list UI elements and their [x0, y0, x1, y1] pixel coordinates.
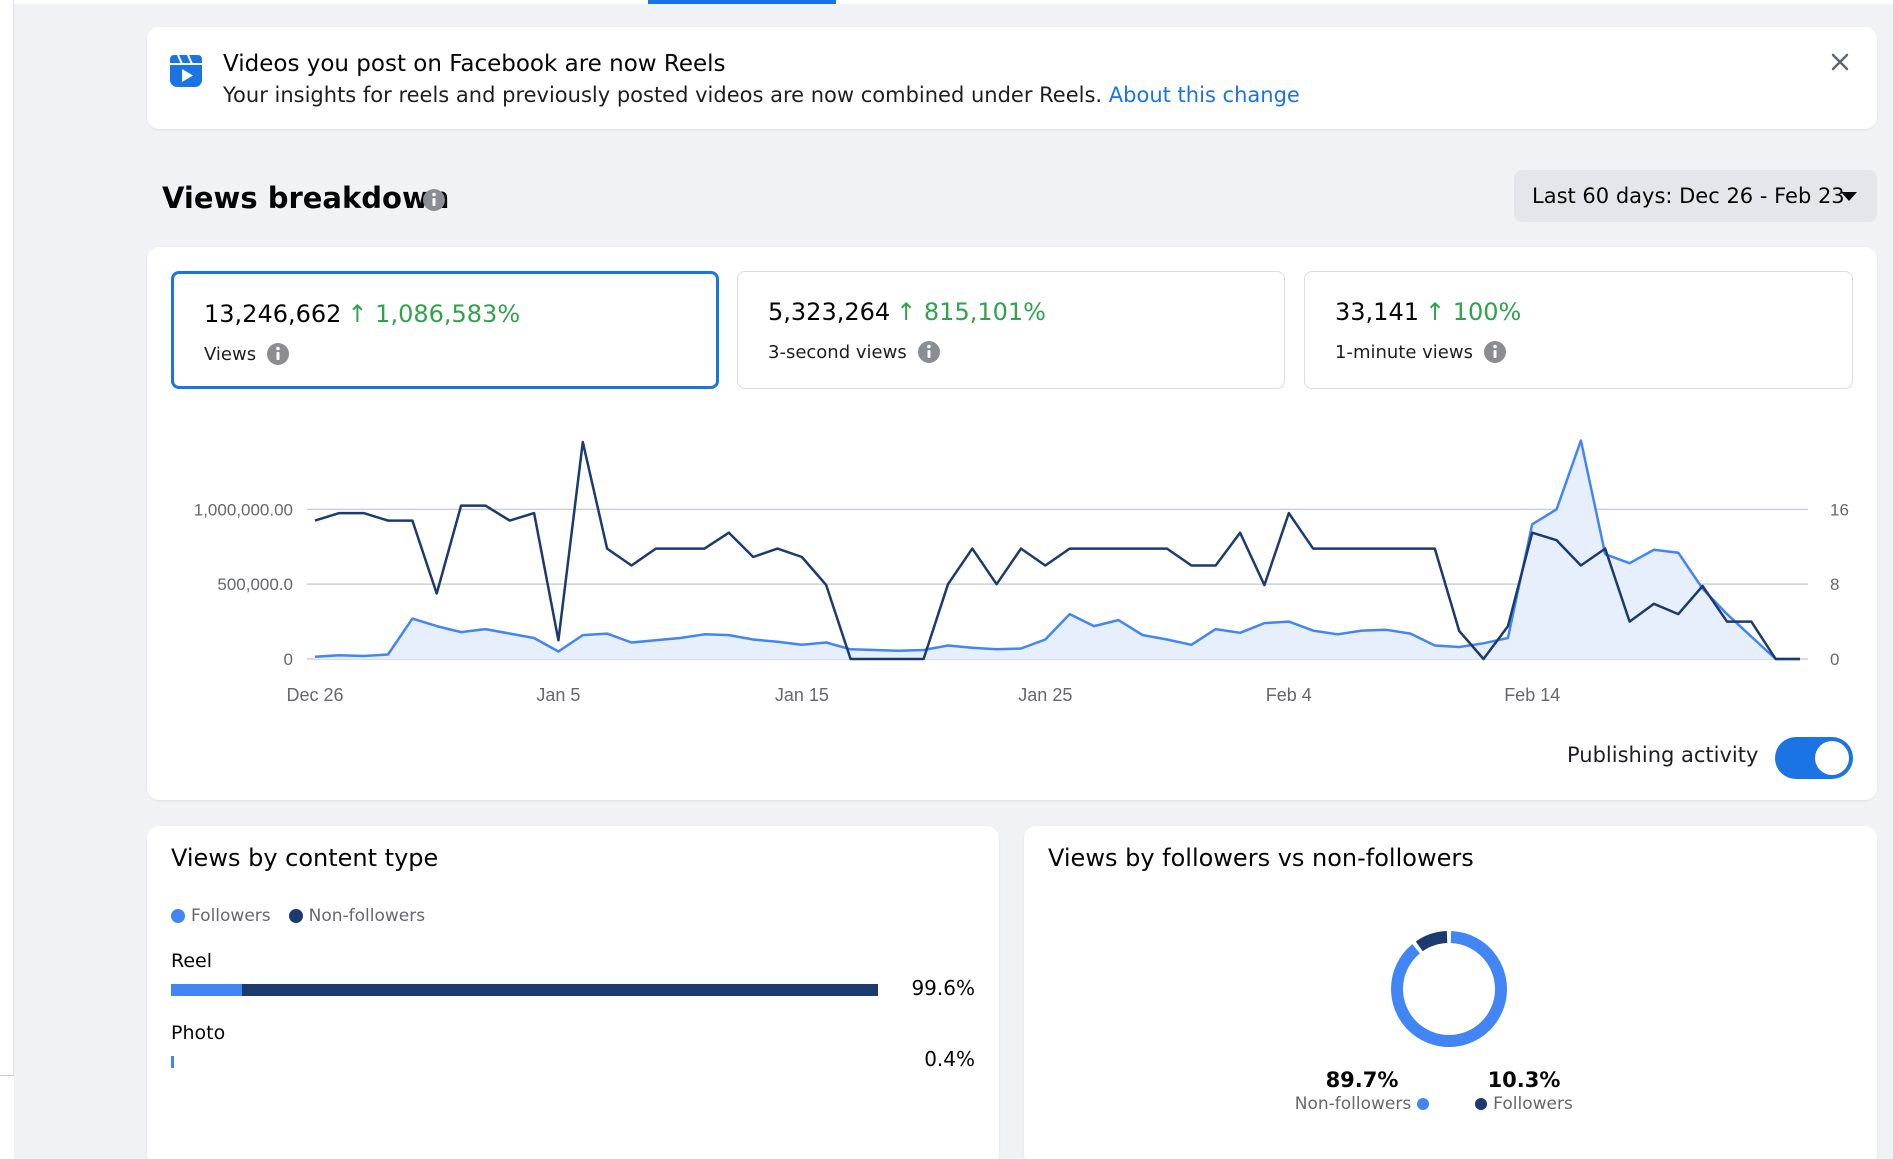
- metric-label: Views: [204, 342, 290, 366]
- 1m-views-count: 33,141: [1335, 298, 1419, 326]
- followers-percent: 10.3%: [1487, 1068, 1561, 1092]
- x-tick-label: Dec 26: [286, 685, 343, 705]
- 3s-views-change-value: 815,101%: [923, 298, 1046, 326]
- 1m-views-change-value: 100%: [1452, 298, 1522, 326]
- followers-donut-chart: [1391, 931, 1507, 1047]
- photo-bar[interactable]: [171, 1056, 174, 1068]
- metric-3-second-views[interactable]: 5,323,264 ↑ 815,101% 3-second views: [737, 271, 1285, 389]
- content-type-title: Views by content type: [171, 844, 439, 872]
- 3s-views-count: 5,323,264: [768, 298, 891, 326]
- views-change: ↑ 1,086,583%: [347, 300, 521, 328]
- views-breakdown-title: Views breakdown: [162, 181, 450, 215]
- metric-label: 1-minute views: [1335, 340, 1507, 364]
- content-type-legend: Followers Non-followers: [171, 906, 425, 926]
- photo-label: Photo: [171, 1022, 226, 1044]
- non-followers-dot: [1417, 1098, 1430, 1110]
- date-range-dropdown[interactable]: Last 60 days: Dec 26 - Feb 23: [1514, 170, 1877, 222]
- left-rail: [0, 0, 14, 1159]
- y-right-tick-label: 16: [1830, 500, 1849, 519]
- non-followers-stat-label: Non-followers: [1292, 1094, 1432, 1114]
- non-followers-percent: 89.7%: [1325, 1068, 1399, 1092]
- non-followers-dot: [288, 909, 303, 923]
- photo-bar-followers: [171, 1056, 174, 1068]
- banner-title: Videos you post on Facebook are now Reel…: [223, 51, 726, 77]
- followers-dot: [1475, 1098, 1488, 1110]
- views-chart-card: 13,246,662 ↑ 1,086,583% Views 5,323,264 ↑ …: [147, 247, 1877, 800]
- about-this-change-link[interactable]: About this change: [1108, 83, 1300, 107]
- publishing-activity-label: Publishing activity: [1567, 743, 1759, 767]
- left-rail-footer: [0, 1075, 14, 1159]
- close-icon[interactable]: [1823, 45, 1857, 79]
- y-right-tick-label: 8: [1830, 575, 1839, 594]
- y-left-tick-label: 1,000,000.00: [194, 500, 293, 519]
- followers-split-card: Views by followers vs non-followers 89.7…: [1024, 826, 1877, 1159]
- metric-value: 5,323,264 ↑ 815,101%: [768, 298, 1046, 326]
- followers-stat: 10.3% Followers: [1464, 1068, 1584, 1114]
- reels-icon: [170, 54, 202, 87]
- non-followers-label: Non-followers: [1294, 1094, 1412, 1114]
- views-change-value: 1,086,583%: [375, 300, 521, 328]
- banner-description: Your insights for reels and previously p…: [223, 83, 1103, 107]
- legend-non-followers: Non-followers: [288, 906, 426, 926]
- reel-bar-non-followers: [242, 984, 878, 996]
- metric-label: 3-second views: [768, 340, 941, 364]
- views-label: Views: [204, 343, 257, 365]
- reel-percent: 99.6%: [911, 976, 975, 1000]
- donut-slice-non-followers[interactable]: [1391, 931, 1507, 1047]
- views-line-chart: 0 0 500,000.0 8 1,000,000.00 16 Dec 26 Jan 5 Jan…: [194, 439, 1849, 705]
- info-icon[interactable]: [1483, 340, 1507, 364]
- legend-followers: Followers: [171, 906, 271, 926]
- legend-non-followers-label: Non-followers: [308, 906, 426, 926]
- caret-down-icon: [1841, 192, 1857, 201]
- toggle-knob: [1815, 741, 1849, 775]
- info-icon[interactable]: [266, 342, 290, 366]
- series-area-fill: [315, 440, 1800, 659]
- metric-value: 33,141 ↑ 100%: [1335, 298, 1521, 326]
- followers-label: Followers: [1493, 1094, 1573, 1114]
- metric-views[interactable]: 13,246,662 ↑ 1,086,583% Views: [171, 271, 719, 389]
- 3s-views-label: 3-second views: [768, 341, 907, 363]
- y-left-tick-label: 500,000.0: [217, 575, 293, 594]
- metric-1-minute-views[interactable]: 33,141 ↑ 100% 1-minute views: [1304, 271, 1853, 389]
- reels-notice-banner: Videos you post on Facebook are now Reel…: [147, 27, 1877, 129]
- x-tick-label: Feb 4: [1266, 685, 1312, 705]
- x-tick-label: Jan 5: [536, 685, 580, 705]
- content-type-card: Views by content type Followers Non-foll…: [147, 826, 999, 1159]
- series-area-line: [314, 439, 1800, 661]
- 1m-views-label: 1-minute views: [1335, 341, 1473, 363]
- series-line: [314, 440, 1800, 661]
- reel-bar[interactable]: [171, 984, 878, 996]
- followers-dot: [171, 909, 185, 923]
- x-tick-label: Jan 25: [1018, 685, 1072, 705]
- reel-bar-followers: [171, 984, 242, 996]
- date-range-label: Last 60 days: Dec 26 - Feb 23: [1532, 184, 1845, 208]
- x-tick-label: Jan 15: [775, 685, 829, 705]
- donut-slice-followers[interactable]: [1415, 931, 1448, 952]
- followers-stat-label: Followers: [1464, 1094, 1584, 1114]
- active-tab-indicator: [648, 0, 836, 4]
- publishing-activity-toggle[interactable]: [1775, 737, 1853, 779]
- views-count: 13,246,662: [204, 300, 342, 328]
- x-tick-label: Feb 14: [1504, 685, 1560, 705]
- non-followers-stat: 89.7% Non-followers: [1292, 1068, 1432, 1114]
- metric-value: 13,246,662 ↑ 1,086,583%: [204, 300, 520, 328]
- followers-split-title: Views by followers vs non-followers: [1048, 844, 1474, 872]
- info-icon[interactable]: [917, 340, 941, 364]
- y-right-tick-label: 0: [1830, 650, 1839, 669]
- legend-followers-label: Followers: [191, 906, 271, 926]
- info-icon[interactable]: [422, 188, 446, 212]
- photo-percent: 0.4%: [924, 1047, 975, 1071]
- top-tab-bar: [14, 0, 1893, 4]
- y-left-tick-label: 0: [284, 650, 293, 669]
- banner-text: Your insights for reels and previously p…: [223, 83, 1300, 107]
- reel-label: Reel: [171, 950, 213, 972]
- 3s-views-change: ↑ 815,101%: [896, 298, 1046, 326]
- 1m-views-change: ↑ 100%: [1424, 298, 1522, 326]
